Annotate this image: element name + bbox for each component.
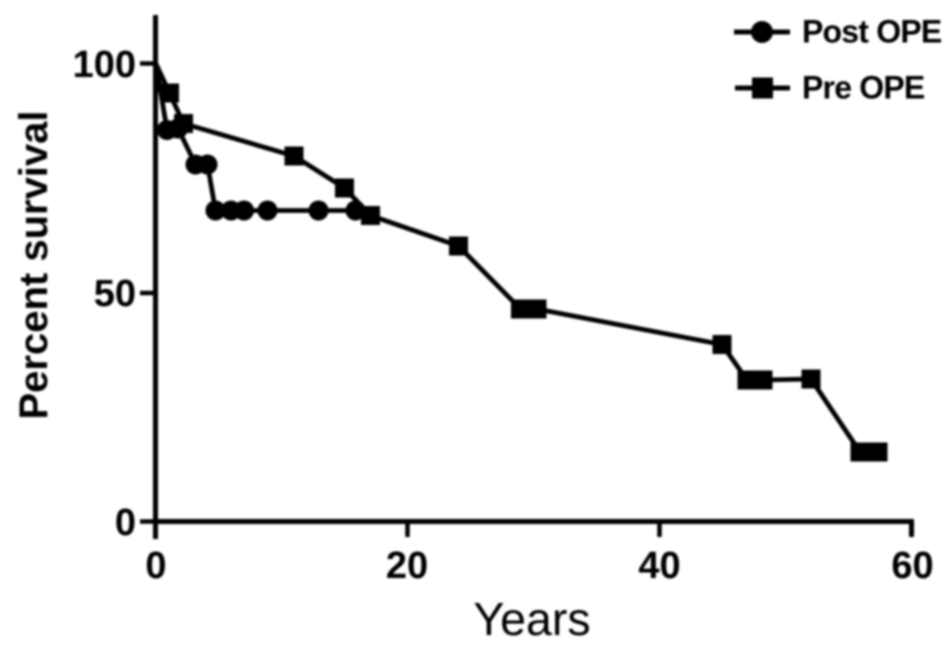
- svg-text:0: 0: [145, 545, 166, 587]
- svg-text:60: 60: [891, 545, 933, 587]
- svg-text:Pre OPE: Pre OPE: [802, 70, 925, 106]
- svg-text:100: 100: [73, 44, 136, 86]
- svg-text:Percent survival: Percent survival: [12, 110, 56, 419]
- svg-text:Years: Years: [473, 593, 590, 645]
- svg-text:40: 40: [638, 545, 680, 587]
- svg-text:50: 50: [94, 273, 136, 315]
- svg-text:Post OPE: Post OPE: [802, 14, 942, 50]
- svg-text:0: 0: [115, 502, 136, 544]
- svg-text:20: 20: [386, 545, 428, 587]
